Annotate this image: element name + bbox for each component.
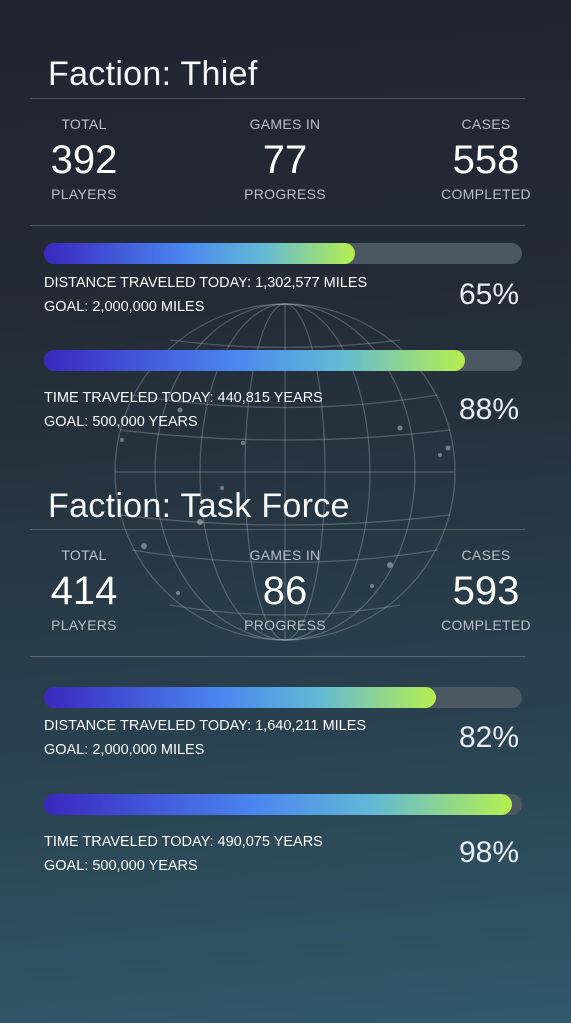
distance-progress-text: DISTANCE TRAVELED TODAY: 1,640,211 MILES… (44, 714, 366, 762)
total-players-stat: TOTAL 414 PLAYERS (9, 547, 159, 633)
stat-value: 414 (50, 569, 118, 613)
total-players-stat: TOTAL 392 PLAYERS (9, 116, 159, 202)
distance-progress-text: DISTANCE TRAVELED TODAY: 1,302,577 MILES… (44, 271, 367, 319)
progress-value-label: DISTANCE TRAVELED TODAY: 1,640,211 MILES (44, 718, 367, 734)
progress-value-label: DISTANCE TRAVELED TODAY: 1,302,577 MILES (44, 275, 368, 291)
progress-fill (44, 687, 436, 708)
faction-title: Faction: Thief (48, 55, 258, 93)
progress-fill (44, 350, 465, 371)
stat-top-label: GAMES IN (249, 547, 321, 563)
stat-top-label: TOTAL (61, 547, 107, 563)
stat-top-label: TOTAL (61, 116, 107, 132)
progress-goal-label: GOAL: 500,000 YEARS (44, 858, 198, 874)
stat-value: 593 (452, 569, 520, 613)
progress-percent: 65% (458, 278, 519, 311)
stat-top-label: CASES (461, 547, 511, 563)
progress-fill (44, 243, 355, 264)
time-progress-bar (44, 350, 522, 371)
stat-value: 77 (262, 138, 308, 182)
cases-completed-stat: CASES 558 COMPLETED (411, 116, 561, 202)
stat-bottom-label: COMPLETED (441, 617, 531, 633)
stat-value: 86 (262, 569, 308, 613)
stat-bottom-label: PLAYERS (51, 617, 117, 633)
progress-fill (44, 794, 513, 815)
games-in-progress-stat: GAMES IN 86 PROGRESS (210, 547, 360, 633)
stat-bottom-label: PLAYERS (51, 186, 117, 202)
divider (30, 98, 525, 99)
stat-bottom-label: PROGRESS (244, 186, 326, 202)
progress-goal-label: GOAL: 2,000,000 MILES (44, 742, 205, 758)
progress-goal-label: GOAL: 2,000,000 MILES (44, 299, 205, 315)
progress-value-label: TIME TRAVELED TODAY: 490,075 YEARS (44, 834, 323, 850)
time-progress-bar (44, 794, 522, 815)
stat-top-label: GAMES IN (249, 116, 321, 132)
divider (30, 656, 525, 657)
time-progress-text: TIME TRAVELED TODAY: 490,075 YEARS GOAL:… (44, 830, 323, 878)
faction-title: Faction: Task Force (48, 487, 350, 525)
progress-percent: 88% (458, 393, 519, 426)
cases-completed-stat: CASES 593 COMPLETED (411, 547, 561, 633)
stat-bottom-label: COMPLETED (441, 186, 531, 202)
stat-top-label: CASES (461, 116, 511, 132)
stat-value: 392 (50, 138, 118, 182)
divider (30, 529, 525, 530)
distance-progress-bar (44, 687, 522, 708)
stat-bottom-label: PROGRESS (244, 617, 326, 633)
progress-percent: 98% (458, 836, 519, 869)
stat-value: 558 (452, 138, 520, 182)
time-progress-text: TIME TRAVELED TODAY: 440,815 YEARS GOAL:… (44, 386, 323, 434)
divider (30, 225, 525, 226)
progress-goal-label: GOAL: 500,000 YEARS (44, 414, 198, 430)
distance-progress-bar (44, 243, 522, 264)
progress-percent: 82% (458, 721, 519, 754)
games-in-progress-stat: GAMES IN 77 PROGRESS (210, 116, 360, 202)
progress-value-label: TIME TRAVELED TODAY: 440,815 YEARS (44, 390, 323, 406)
